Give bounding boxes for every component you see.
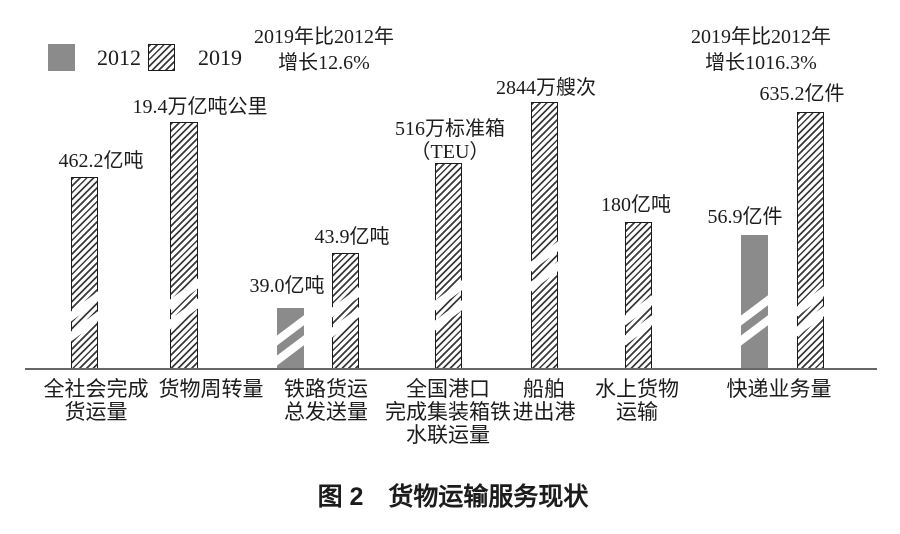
bar-rail-freight-2019: [325, 253, 366, 369]
bar-waterborne-freight-2019: [618, 222, 659, 369]
value-label-freight-turnover-2019: 19.4万亿吨公里: [132, 96, 268, 118]
category-label-rail-freight: 铁路货运 总发送量: [284, 377, 368, 424]
category-label-freight-turnover: 货物周转量: [158, 377, 264, 401]
legend-swatch-2019: [148, 44, 175, 71]
legend-label-2012: 2012: [97, 45, 141, 70]
value-label-ship-port-calls-2019: 2844万艘次: [496, 77, 596, 99]
value-label-rail-freight-2019: 43.9亿吨: [314, 226, 390, 248]
value-label-rail-freight-2012: 39.0亿吨: [249, 275, 325, 297]
bar-express-delivery-2012: [734, 235, 775, 369]
category-label-waterborne-freight: 水上货物 运输: [595, 377, 679, 424]
growth-annotation-line: 2019年比2012年: [254, 26, 394, 48]
value-label-waterborne-freight-2019: 180亿吨: [601, 194, 671, 216]
category-label-total-freight: 全社会完成 货运量: [43, 377, 149, 424]
growth-annotation-turnover: 2019年比2012年 增长12.6%: [254, 24, 394, 76]
growth-annotation-line: 增长12.6%: [278, 52, 370, 74]
bar-ship-port-calls-2019: [524, 102, 565, 369]
bar-rail-freight-2012: [270, 308, 311, 369]
category-label-ship-port-calls: 船舶 进出港: [512, 377, 576, 424]
bar-freight-turnover-2019: [163, 122, 205, 369]
legend-label-2019: 2019: [198, 45, 242, 70]
bar-total-freight-2019: [64, 177, 105, 369]
value-label-container-rail-water-2019: 516万标准箱 （TEU）: [395, 118, 505, 163]
value-label-express-delivery-2019: 635.2亿件: [759, 83, 845, 105]
growth-annotation-express: 2019年比2012年 增长1016.3%: [691, 24, 831, 76]
bar-container-rail-water-2019: [428, 163, 469, 369]
legend-swatch-2012: [48, 44, 75, 71]
value-label-express-delivery-2012: 56.9亿件: [707, 206, 783, 228]
growth-annotation-line: 2019年比2012年: [691, 26, 831, 48]
category-label-express-delivery: 快递业务量: [726, 377, 832, 401]
growth-annotation-line: 增长1016.3%: [705, 52, 817, 74]
x-axis-line: [25, 368, 877, 370]
figure-caption: 图 2 货物运输服务现状: [317, 483, 589, 511]
bar-express-delivery-2019: [790, 112, 831, 369]
category-label-container-rail-water: 全国港口 完成集装箱铁 水联运量: [385, 377, 511, 447]
value-label-total-freight-2019: 462.2亿吨: [58, 150, 144, 172]
